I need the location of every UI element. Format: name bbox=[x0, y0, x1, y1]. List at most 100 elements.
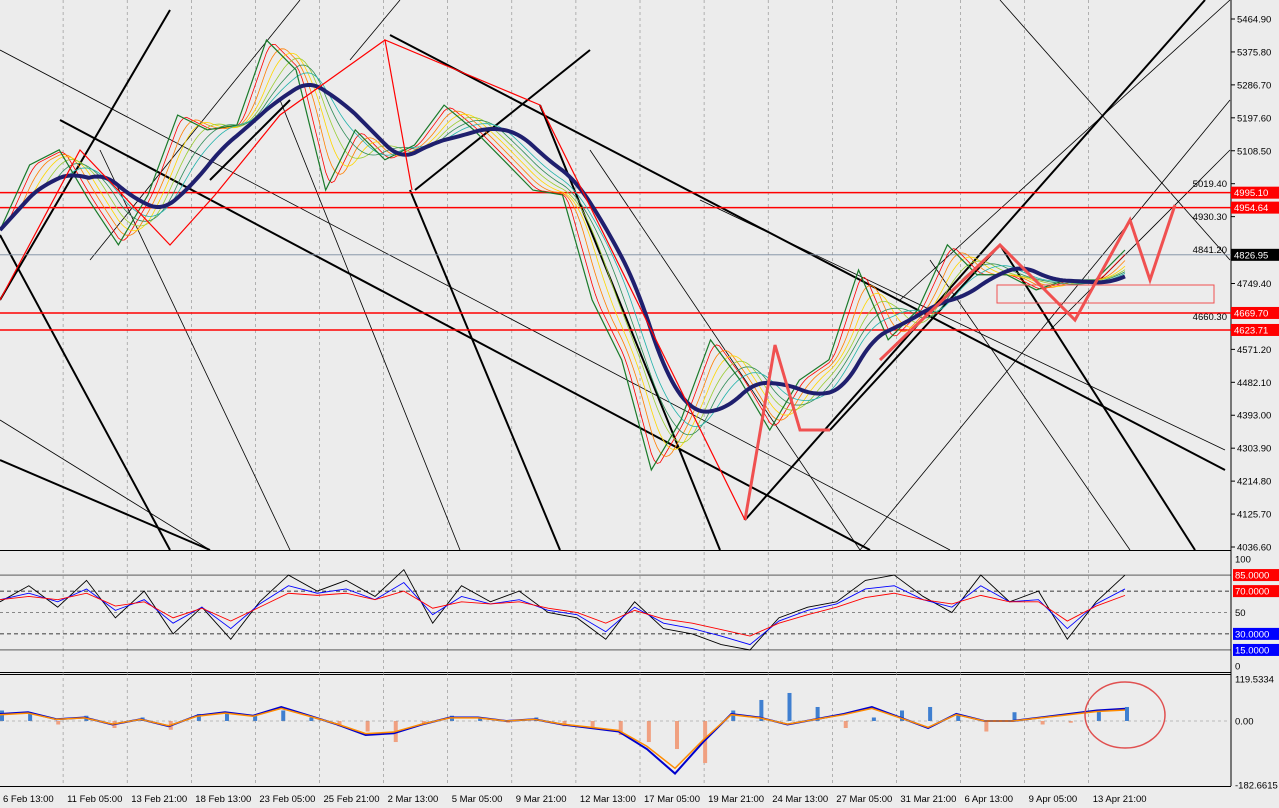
price-tick-label: 5019.40 bbox=[1193, 179, 1227, 190]
time-tick-label: 19 Mar 21:00 bbox=[708, 794, 764, 805]
price-tick-label: 4214.80 bbox=[1237, 477, 1271, 488]
macd-histogram-bar bbox=[759, 699, 764, 721]
macd-histogram-bar bbox=[787, 692, 792, 721]
time-tick-label: 27 Mar 05:00 bbox=[836, 794, 892, 805]
time-axis[interactable]: 6 Feb 13:00 11 Feb 05:00 13 Feb 21:00 18 Fe… bbox=[3, 794, 1147, 805]
time-tick-label: 23 Feb 05:00 bbox=[259, 794, 315, 805]
time-tick-label: 9 Apr 05:00 bbox=[1029, 794, 1078, 805]
ribbon-ma-line bbox=[0, 64, 1126, 436]
price-tick-label: 4482.10 bbox=[1237, 378, 1271, 389]
macd-histogram-bar bbox=[703, 721, 708, 764]
price-tick-label: 4930.30 bbox=[1193, 212, 1227, 223]
price-tick-label: 4125.70 bbox=[1237, 510, 1271, 521]
osc-tick-label: 50 bbox=[1235, 608, 1246, 619]
time-tick-label: 31 Mar 21:00 bbox=[900, 794, 956, 805]
time-tick-label: 18 Feb 13:00 bbox=[195, 794, 251, 805]
current-price-label: 4826.95 bbox=[1234, 250, 1268, 261]
price-tick-label: 5464.90 bbox=[1237, 15, 1271, 26]
pane-frames bbox=[0, 0, 1232, 787]
time-tick-label: 11 Feb 05:00 bbox=[67, 794, 122, 805]
macd-histogram-bar bbox=[309, 717, 314, 721]
price-tick-label: 5286.70 bbox=[1237, 80, 1271, 91]
price-tick-label: 4841.20 bbox=[1193, 245, 1227, 256]
time-tick-label: 2 Mar 13:00 bbox=[388, 794, 439, 805]
level-tag bbox=[1231, 306, 1279, 319]
osc-level-tag bbox=[1233, 585, 1279, 598]
level-tag-label: 4669.70 bbox=[1234, 308, 1268, 319]
macd-histogram-bar bbox=[1125, 706, 1129, 721]
price-tick-label: 5375.80 bbox=[1237, 47, 1271, 58]
osc-level-label: 85.0000 bbox=[1235, 571, 1269, 582]
macd-histogram-bar bbox=[225, 712, 229, 721]
macd-histogram-bar bbox=[984, 721, 989, 732]
osc-series-line bbox=[0, 590, 1126, 637]
macd-histogram-bar bbox=[815, 706, 820, 721]
ribbon-ma-line bbox=[0, 43, 1126, 464]
macd-line bbox=[0, 707, 1126, 770]
osc-level-tag bbox=[1233, 569, 1279, 582]
macd-histogram-bar bbox=[1040, 721, 1045, 725]
time-tick-label: 13 Feb 21:00 bbox=[131, 794, 187, 805]
level-tag bbox=[1231, 323, 1279, 336]
macd-histogram-bar bbox=[1096, 710, 1101, 721]
time-tick-label: 17 Mar 05:00 bbox=[644, 794, 700, 805]
osc-tick-label: 0 bbox=[1235, 662, 1240, 673]
price-tick-label: 4036.60 bbox=[1237, 543, 1271, 554]
macd-histogram-bar bbox=[365, 721, 370, 732]
level-tag bbox=[1231, 201, 1279, 214]
level-tag-label: 4623.71 bbox=[1234, 325, 1268, 336]
trend-lines bbox=[0, 0, 1231, 551]
macd-histogram-bar bbox=[56, 721, 61, 725]
macd-histogram-bar bbox=[253, 715, 258, 721]
osc-tick-label: 100 bbox=[1235, 555, 1251, 566]
ribbon-ma-line bbox=[0, 48, 1126, 457]
current-price-tag bbox=[1231, 248, 1279, 261]
price-tick-label: 4303.90 bbox=[1237, 444, 1271, 455]
macd-histogram-bar bbox=[646, 721, 651, 743]
macd-tick-label: 0.00 bbox=[1235, 717, 1254, 728]
osc-level-label: 70.0000 bbox=[1235, 587, 1269, 598]
macd-tick-label: -182.6615 bbox=[1235, 781, 1278, 792]
macd-histogram-bar bbox=[196, 713, 201, 721]
time-tick-label: 12 Mar 13:00 bbox=[580, 794, 636, 805]
macd-histogram-bar bbox=[731, 710, 736, 721]
macd-histogram-bar bbox=[421, 721, 426, 725]
price-tick-label: 5197.60 bbox=[1237, 113, 1271, 124]
macd-histogram-bar bbox=[590, 721, 595, 729]
ribbon-ma-line bbox=[0, 72, 1126, 427]
price-axis[interactable]: 5464.90 5375.80 5286.70 5197.60 5108.50 5019.… bbox=[1193, 15, 1279, 792]
macd-histogram-bar bbox=[900, 710, 904, 721]
macd-histogram-bar bbox=[618, 721, 623, 736]
osc-level-label: 15.0000 bbox=[1235, 645, 1269, 656]
oscillator-pane bbox=[0, 568, 1231, 651]
price-tick-label: 4749.40 bbox=[1237, 279, 1271, 290]
osc-level-tag bbox=[1233, 627, 1279, 640]
price-line bbox=[0, 38, 1126, 472]
ribbon-ma-line bbox=[0, 52, 1126, 450]
time-tick-label: 13 Apr 21:00 bbox=[1093, 794, 1147, 805]
osc-level-tag bbox=[1233, 643, 1279, 656]
macd-histogram-bar bbox=[28, 712, 33, 721]
time-tick-label: 25 Feb 21:00 bbox=[324, 794, 380, 805]
level-tag-label: 4954.64 bbox=[1234, 203, 1268, 214]
price-tick-label: 4660.30 bbox=[1193, 312, 1227, 323]
time-tick-label: 6 Feb 13:00 bbox=[3, 794, 54, 805]
macd-pane bbox=[0, 692, 1231, 775]
osc-level-label: 30.0000 bbox=[1235, 629, 1269, 640]
annotation-arrows bbox=[0, 39, 1215, 521]
time-tick-label: 9 Mar 21:00 bbox=[516, 794, 567, 805]
macd-histogram-bar bbox=[478, 717, 483, 721]
macd-histogram-bar bbox=[956, 713, 961, 721]
macd-histogram-bar bbox=[1012, 712, 1017, 721]
time-tick-label: 5 Mar 05:00 bbox=[452, 794, 503, 805]
macd-histogram-bar bbox=[0, 710, 4, 721]
price-tick-label: 4393.00 bbox=[1237, 411, 1271, 422]
level-tag-label: 4995.10 bbox=[1234, 188, 1268, 199]
level-tag bbox=[1231, 186, 1279, 199]
macd-histogram-bar bbox=[928, 706, 933, 721]
time-tick-label: 24 Mar 13:00 bbox=[772, 794, 828, 805]
osc-series-line bbox=[0, 581, 1126, 646]
price-tick-label: 5108.50 bbox=[1237, 146, 1271, 157]
price-tick-label: 4571.20 bbox=[1237, 345, 1271, 356]
